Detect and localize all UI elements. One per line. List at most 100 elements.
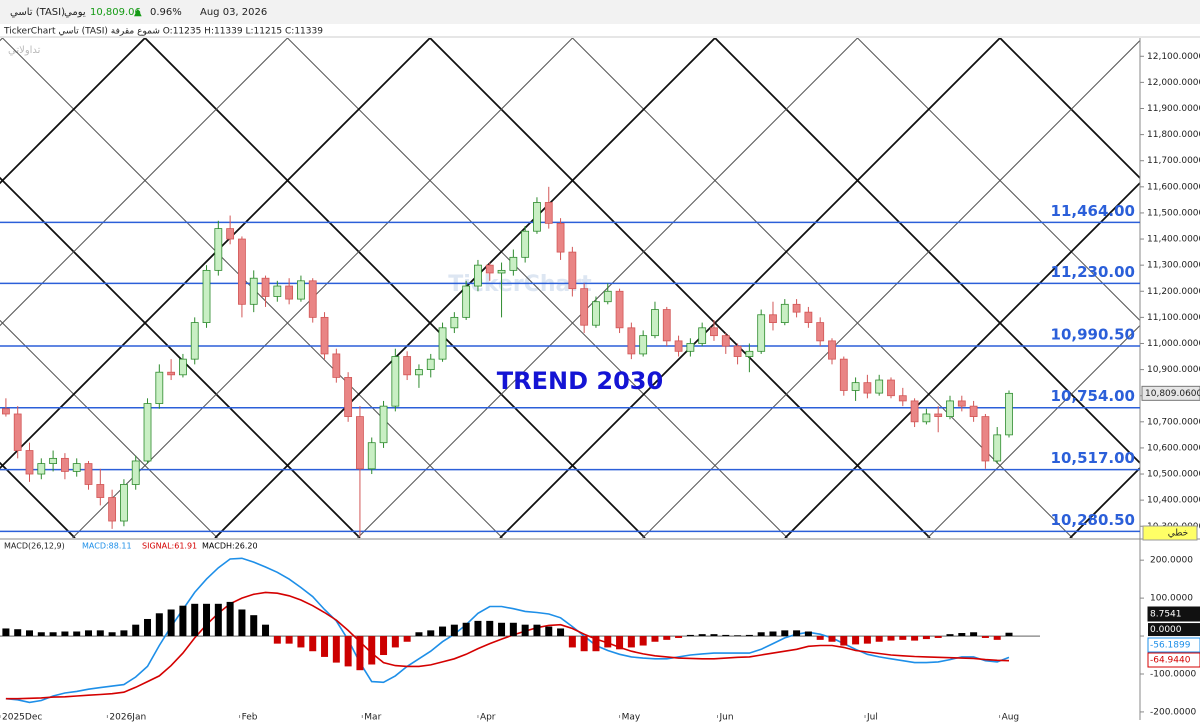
- histogram-bar: [592, 636, 600, 652]
- candle-body: [533, 202, 541, 232]
- candle-body: [249, 277, 258, 305]
- histogram-bar: [568, 636, 576, 648]
- candle-body: [792, 303, 801, 313]
- candle-body: [320, 316, 329, 355]
- candle-body: [108, 497, 117, 522]
- candle-body: [804, 311, 813, 323]
- histogram-bar: [120, 630, 128, 637]
- candle-body: [403, 356, 412, 376]
- histogram-bar: [970, 632, 978, 637]
- y-tick-label: 11,700.0000: [1147, 156, 1200, 166]
- candle-body: [61, 457, 69, 472]
- x-tick-label: Apr: [480, 713, 496, 723]
- candle-body: [969, 405, 978, 417]
- candle-body: [686, 343, 695, 352]
- top-bar-texts: تاسي (TASI) يومي 10,809.06 ▲ 0.96% Aug 0…: [10, 7, 267, 18]
- histogram-bar: [828, 636, 836, 642]
- value-label: 8.7541: [1150, 610, 1182, 620]
- candle-body: [733, 345, 742, 357]
- zero-box: [1148, 623, 1200, 637]
- candle-body: [851, 382, 860, 391]
- histogram-bar: [273, 636, 281, 644]
- histogram-bar: [1005, 632, 1013, 637]
- histogram-bar: [332, 636, 340, 663]
- histogram-bar: [875, 636, 883, 642]
- macd-title: MACD(26,12,9): [4, 542, 65, 551]
- histogram-bar: [922, 636, 930, 640]
- x-tick-label: Feb: [242, 713, 258, 723]
- candle-body: [615, 290, 624, 329]
- candle-body: [674, 340, 683, 352]
- histogram-bar: [380, 636, 388, 656]
- histogram-bar: [698, 634, 706, 637]
- period: يومي: [64, 7, 86, 18]
- histogram-bar: [616, 636, 624, 650]
- y-tick-label: 11,300.0000: [1147, 261, 1200, 271]
- histogram-bar: [474, 620, 482, 637]
- candle-body: [49, 457, 58, 464]
- histogram-bar: [486, 620, 494, 637]
- legend-entry: MACD:88.11: [82, 542, 132, 551]
- candle-body: [698, 327, 707, 344]
- histogram-bar: [391, 636, 399, 648]
- x-tick-label: May: [622, 713, 641, 723]
- histogram-bar: [214, 603, 222, 637]
- y-tick-label: 11,400.0000: [1147, 235, 1200, 245]
- y-tick-label: 11,900.0000: [1147, 104, 1200, 114]
- histogram-bar: [604, 636, 612, 648]
- x-tick-label: Jul: [866, 713, 878, 723]
- y-tick-label: 11,200.0000: [1147, 287, 1200, 297]
- histogram-bar: [769, 631, 777, 637]
- y-tick-label: 10,600.0000: [1147, 443, 1200, 453]
- style-button[interactable]: [1142, 525, 1198, 541]
- histogram-bar: [557, 628, 565, 637]
- style-button-label[interactable]: خطي: [1168, 529, 1188, 539]
- y-tick-label: 10,700.0000: [1147, 417, 1200, 427]
- y-tick-label: 12,100.0000: [1147, 52, 1200, 62]
- x-tick-label: Jun: [719, 713, 734, 723]
- histogram-bar: [498, 622, 506, 637]
- histogram-bar: [344, 636, 352, 667]
- y-tick-label: 11,600.0000: [1147, 182, 1200, 192]
- histogram-bar: [793, 630, 801, 637]
- value-label-box: [1147, 637, 1200, 653]
- histogram-bar: [226, 601, 234, 637]
- histogram-bar: [852, 636, 860, 645]
- candle-body: [875, 379, 884, 394]
- candle-body: [627, 327, 636, 355]
- candle-body: [179, 358, 187, 376]
- histogram-bar: [580, 636, 588, 652]
- histogram-bar: [934, 636, 942, 638]
- histogram-bar: [627, 636, 635, 648]
- candle-body: [509, 256, 518, 271]
- x-tick-label: 2025Dec: [2, 713, 42, 723]
- histogram-bar: [309, 636, 317, 652]
- diagonal: [499, 38, 1001, 538]
- candle-body: [981, 416, 990, 462]
- histogram-bar: [415, 632, 423, 637]
- candle-body: [308, 280, 317, 318]
- histogram-bar: [49, 632, 57, 637]
- histogram-bar: [710, 634, 718, 637]
- candle-body: [426, 358, 435, 370]
- candle-body: [651, 309, 659, 337]
- candle-body: [568, 251, 577, 290]
- histogram-bar: [96, 630, 104, 637]
- level-label: 10,280.50: [1051, 511, 1135, 529]
- candle-body: [226, 228, 235, 240]
- candle-body: [273, 285, 282, 297]
- candle-body: [497, 269, 506, 274]
- legend-entry: MACDH:26.20: [202, 542, 258, 551]
- candle-body: [828, 340, 836, 360]
- histogram-bar: [639, 636, 647, 646]
- level-label: 10,517.00: [1051, 449, 1135, 467]
- histogram-bar: [203, 603, 211, 637]
- candle-body: [580, 288, 589, 326]
- histogram-bar: [734, 635, 742, 637]
- histogram-bar: [26, 630, 34, 637]
- histogram-bar: [745, 634, 753, 637]
- diagonal: [784, 181, 1140, 538]
- diagonal: [642, 39, 1140, 538]
- candle-body: [2, 408, 10, 415]
